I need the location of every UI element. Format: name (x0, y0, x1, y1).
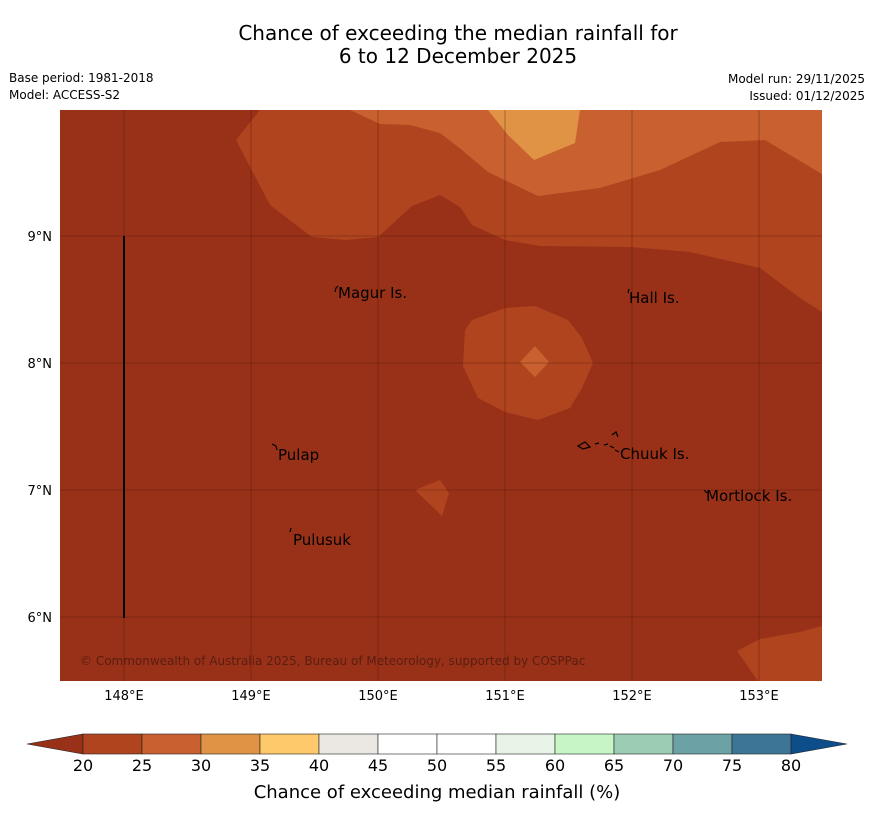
colorbar-under-arrow (26, 733, 84, 755)
colorbar-ticks: 20 25 30 35 40 45 50 55 60 65 70 75 80 (73, 756, 801, 775)
colorbar-segment (495, 733, 556, 755)
place-pulap: Pulap (278, 446, 319, 464)
colorbar-tick-label: 55 (486, 756, 506, 775)
colorbar-tick-label: 20 (73, 756, 93, 775)
colorbar-tick-label: 70 (663, 756, 683, 775)
colorbar-label: Chance of exceeding median rainfall (%) (254, 782, 621, 803)
lon-label-152e: 152°E (612, 689, 652, 704)
magur-island-mark (334, 285, 339, 293)
lat-label-7n: 7°N (28, 484, 53, 499)
model-text: Model: ACCESS-S2 (9, 88, 121, 102)
place-magur: Magur Is. (338, 284, 407, 302)
lat-label-8n: 8°N (28, 357, 53, 372)
rain-band-30-35 (488, 110, 580, 160)
colorbar-tick-label: 40 (309, 756, 329, 775)
chuuk-lagoon-mark (576, 431, 620, 453)
colorbar-segment (377, 733, 438, 755)
colorbar-tick-label: 80 (781, 756, 801, 775)
colorbar: 20 25 30 35 40 45 50 55 60 65 70 75 80 Chance of exc… (26, 733, 848, 803)
place-pulusuk: Pulusuk (293, 531, 351, 549)
colorbar-tick-label: 30 (191, 756, 211, 775)
place-mortlock: Mortlock Is. (706, 487, 792, 505)
pulusuk-island-mark (289, 527, 292, 533)
colorbar-segment (436, 733, 497, 755)
colorbar-segment (554, 733, 615, 755)
colorbar-tick-label: 75 (722, 756, 742, 775)
colorbar-segment (200, 733, 261, 755)
colorbar-tick-label: 45 (368, 756, 388, 775)
colorbar-segment (82, 733, 143, 755)
lon-label-148e: 148°E (104, 689, 144, 704)
rain-band-20-25-south (415, 480, 449, 516)
colorbar-tick-label: 35 (250, 756, 270, 775)
colorbar-segment (259, 733, 320, 755)
hall-island-mark (627, 288, 630, 294)
colorbar-segment (672, 733, 733, 755)
colorbar-tick-label: 65 (604, 756, 624, 775)
rain-band-25-30-central (520, 346, 549, 377)
issued-text: Issued: 01/12/2025 (749, 89, 865, 103)
map-area: Magur Is. Hall Is. Pulap Chuuk Is. Mortl… (60, 110, 822, 681)
lon-label-149e: 149°E (231, 689, 271, 704)
colorbar-over-arrow (790, 733, 848, 755)
rain-band-25-30-north (350, 110, 822, 196)
lat-label-9n: 9°N (28, 230, 53, 245)
map-title: Chance of exceeding the median rainfall … (0, 22, 873, 68)
lat-label-6n: 6°N (28, 611, 53, 626)
island-marks (271, 285, 708, 533)
place-chuuk: Chuuk Is. (620, 445, 689, 463)
colorbar-segment (141, 733, 202, 755)
colorbar-tick-label: 60 (545, 756, 565, 775)
pulap-island-mark (271, 443, 278, 451)
lon-label-150e: 150°E (358, 689, 398, 704)
colorbar-tick-label: 50 (427, 756, 447, 775)
lon-label-151e: 151°E (485, 689, 525, 704)
copyright-text: © Commonwealth of Australia 2025, Bureau… (80, 654, 585, 668)
colorbar-segments (82, 733, 792, 755)
place-hall: Hall Is. (629, 289, 680, 307)
colorbar-segment (318, 733, 379, 755)
meta-left: Base period: 1981-2018 Model: ACCESS-S2 (9, 70, 154, 104)
colorbar-segment (731, 733, 792, 755)
meta-right: Model run: 29/11/2025 Issued: 01/12/2025 (728, 71, 865, 105)
model-run-text: Model run: 29/11/2025 (727, 72, 865, 86)
rain-band-20-25-southeast (737, 626, 822, 681)
title-line-2: 6 to 12 December 2025 (338, 44, 578, 68)
lon-label-153e: 153°E (739, 689, 779, 704)
mortlock-island-mark (703, 489, 708, 494)
base-period-text: Base period: 1981-2018 (9, 71, 154, 85)
colorbar-tick-label: 25 (132, 756, 152, 775)
colorbar-segment (613, 733, 674, 755)
title-line-1: Chance of exceeding the median rainfall … (238, 21, 678, 45)
